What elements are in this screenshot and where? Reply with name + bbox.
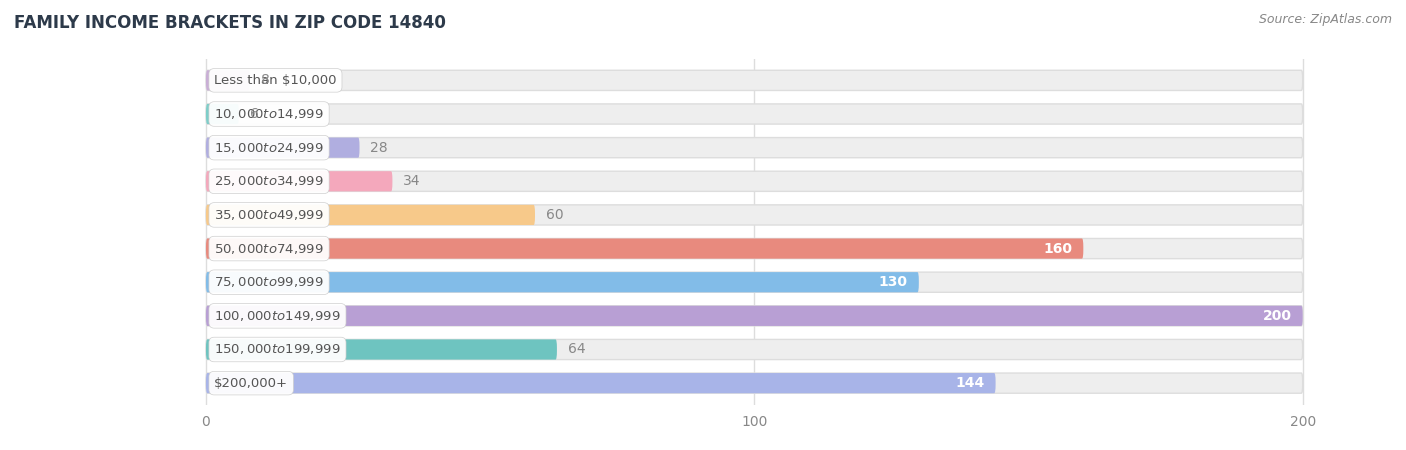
Text: $150,000 to $199,999: $150,000 to $199,999 (214, 342, 340, 356)
FancyBboxPatch shape (207, 205, 1303, 225)
Text: 64: 64 (568, 342, 585, 356)
Text: 34: 34 (404, 174, 420, 188)
FancyBboxPatch shape (207, 272, 1303, 292)
FancyBboxPatch shape (207, 171, 1303, 191)
Text: $25,000 to $34,999: $25,000 to $34,999 (214, 174, 323, 188)
Text: Source: ZipAtlas.com: Source: ZipAtlas.com (1258, 14, 1392, 27)
Text: $35,000 to $49,999: $35,000 to $49,999 (214, 208, 323, 222)
Text: $200,000+: $200,000+ (214, 377, 288, 390)
FancyBboxPatch shape (207, 373, 1303, 393)
FancyBboxPatch shape (207, 272, 920, 292)
Text: 28: 28 (371, 141, 388, 155)
FancyBboxPatch shape (207, 138, 1303, 158)
FancyBboxPatch shape (207, 306, 1303, 326)
FancyBboxPatch shape (207, 339, 1303, 360)
FancyBboxPatch shape (207, 104, 239, 124)
Text: $100,000 to $149,999: $100,000 to $149,999 (214, 309, 340, 323)
Text: $75,000 to $99,999: $75,000 to $99,999 (214, 275, 323, 289)
FancyBboxPatch shape (207, 339, 557, 360)
FancyBboxPatch shape (207, 306, 1303, 326)
Text: 160: 160 (1043, 242, 1073, 256)
Text: 8: 8 (262, 73, 270, 87)
Text: $50,000 to $74,999: $50,000 to $74,999 (214, 242, 323, 256)
Text: $15,000 to $24,999: $15,000 to $24,999 (214, 141, 323, 155)
Text: 6: 6 (250, 107, 259, 121)
FancyBboxPatch shape (207, 238, 1303, 259)
Text: 130: 130 (879, 275, 908, 289)
Text: 60: 60 (546, 208, 564, 222)
FancyBboxPatch shape (207, 373, 995, 393)
Text: $10,000 to $14,999: $10,000 to $14,999 (214, 107, 323, 121)
Text: FAMILY INCOME BRACKETS IN ZIP CODE 14840: FAMILY INCOME BRACKETS IN ZIP CODE 14840 (14, 14, 446, 32)
Text: Less than $10,000: Less than $10,000 (214, 74, 336, 87)
FancyBboxPatch shape (207, 238, 1084, 259)
Text: 144: 144 (955, 376, 984, 390)
FancyBboxPatch shape (207, 104, 1303, 124)
FancyBboxPatch shape (207, 70, 1303, 90)
Text: 200: 200 (1263, 309, 1292, 323)
FancyBboxPatch shape (207, 171, 392, 191)
FancyBboxPatch shape (207, 205, 536, 225)
FancyBboxPatch shape (207, 138, 360, 158)
FancyBboxPatch shape (207, 70, 250, 90)
